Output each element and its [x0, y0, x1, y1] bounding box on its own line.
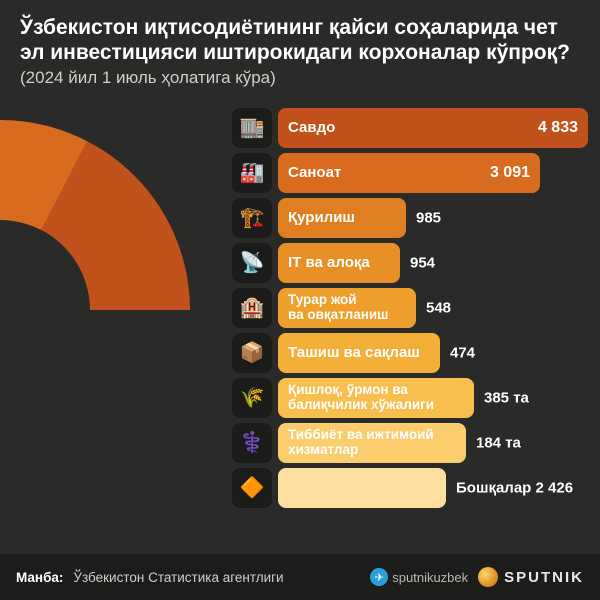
- bar-value: 548: [426, 299, 451, 316]
- source-label: Манба:: [16, 570, 63, 585]
- bar-wrap: Қурилиш 985: [278, 198, 582, 238]
- bar-row: ⚕️ Тиббиёт ва ижтимоий хизматлар 184 та: [232, 423, 582, 463]
- bar-value: 4 833: [538, 119, 578, 137]
- category-icon: ⚕️: [232, 423, 272, 463]
- source-name: Ўзбекистон Статистика агентлиги: [73, 570, 283, 585]
- bar-wrap: Саноат 3 091: [278, 153, 582, 193]
- bar-label: Қишлоқ, ўрмон ва балиқчилик хўжалиги: [288, 383, 434, 411]
- category-icon: 📡: [232, 243, 272, 283]
- bar-label: Саноат: [288, 164, 341, 181]
- bar-label: Ташиш ва сақлаш: [288, 344, 420, 361]
- bar: Турар жой ва овқатланиш: [278, 288, 416, 328]
- bar: Савдо 4 833: [278, 108, 588, 148]
- bar-row: 🏨 Турар жой ва овқатланиш 548: [232, 288, 582, 328]
- bar-value: 474: [450, 344, 475, 361]
- bar-row: 🌾 Қишлоқ, ўрмон ва балиқчилик хўжалиги 385…: [232, 378, 582, 418]
- bar-label: Тиббиёт ва ижтимоий хизматлар: [288, 428, 434, 456]
- bar-wrap: Савдо 4 833: [278, 108, 582, 148]
- bar: Қишлоқ, ўрмон ва балиқчилик хўжалиги: [278, 378, 474, 418]
- telegram-icon: ✈: [370, 568, 388, 586]
- chart-area: 🏬Савдо4 833🏭Саноат3 091🏗️Қурилиш985📡IT в…: [0, 96, 600, 516]
- category-icon: 🔶: [232, 468, 272, 508]
- bar-value: 985: [416, 209, 441, 226]
- brand-dot-icon: [478, 567, 498, 587]
- bar-wrap: Турар жой ва овқатланиш 548: [278, 288, 582, 328]
- bar: Ташиш ва сақлаш: [278, 333, 440, 373]
- category-icon: 🏗️: [232, 198, 272, 238]
- bar-label: Турар жой ва овқатланиш: [288, 293, 388, 321]
- page-subtitle: (2024 йил 1 июль ҳолатига кўра): [20, 68, 580, 88]
- bar: Саноат 3 091: [278, 153, 540, 193]
- bar-row: 📡 IT ва алоқа 954: [232, 243, 582, 283]
- bar-row: 📦 Ташиш ва сақлаш 474: [232, 333, 582, 373]
- half-donut-chart: [0, 110, 250, 510]
- bar: Қурилиш: [278, 198, 406, 238]
- category-icon: 🏨: [232, 288, 272, 328]
- page-title: Ўзбекистон иқтисодиётининг қайси соҳалар…: [20, 16, 580, 66]
- category-icon: 🌾: [232, 378, 272, 418]
- bar: IT ва алоқа: [278, 243, 400, 283]
- header: Ўзбекистон иқтисодиётининг қайси соҳалар…: [0, 0, 600, 96]
- bar-value: 954: [410, 254, 435, 271]
- category-icon: 🏬: [232, 108, 272, 148]
- brand-text: SPUTNIK: [504, 569, 584, 586]
- bar-wrap: Бошқалар 2 426: [278, 468, 582, 508]
- bar-label: IT ва алоқа: [288, 254, 370, 271]
- bar: Тиббиёт ва ижтимоий хизматлар: [278, 423, 466, 463]
- bar-wrap: Қишлоқ, ўрмон ва балиқчилик хўжалиги 385 …: [278, 378, 582, 418]
- telegram-handle: sputnikuzbek: [392, 570, 468, 585]
- bar-row: 🏬 Савдо 4 833: [232, 108, 582, 148]
- bar-value: 3 091: [490, 164, 530, 182]
- bar-value: 184 та: [476, 434, 521, 451]
- category-icon: 📦: [232, 333, 272, 373]
- telegram-link[interactable]: ✈ sputnikuzbek: [370, 568, 468, 586]
- bar: [278, 468, 446, 508]
- bar-wrap: IT ва алоқа 954: [278, 243, 582, 283]
- bar-label: Қурилиш: [288, 209, 355, 226]
- footer: Манба: Ўзбекистон Статистика агентлиги ✈…: [0, 554, 600, 600]
- bar-label: Савдо: [288, 119, 335, 136]
- bar-label-value: Бошқалар 2 426: [456, 479, 573, 496]
- bar-row: 🔶 Бошқалар 2 426: [232, 468, 582, 508]
- bar-wrap: Тиббиёт ва ижтимоий хизматлар 184 та: [278, 423, 582, 463]
- bar-row: 🏗️ Қурилиш 985: [232, 198, 582, 238]
- bar-value: 385 та: [484, 389, 529, 406]
- bar-row: 🏭 Саноат 3 091: [232, 153, 582, 193]
- brand-logo: SPUTNIK: [478, 567, 584, 587]
- bar-rows: 🏬Савдо4 833🏭Саноат3 091🏗️Қурилиш985📡IT в…: [232, 108, 582, 508]
- bar-wrap: Ташиш ва сақлаш 474: [278, 333, 582, 373]
- category-icon: 🏭: [232, 153, 272, 193]
